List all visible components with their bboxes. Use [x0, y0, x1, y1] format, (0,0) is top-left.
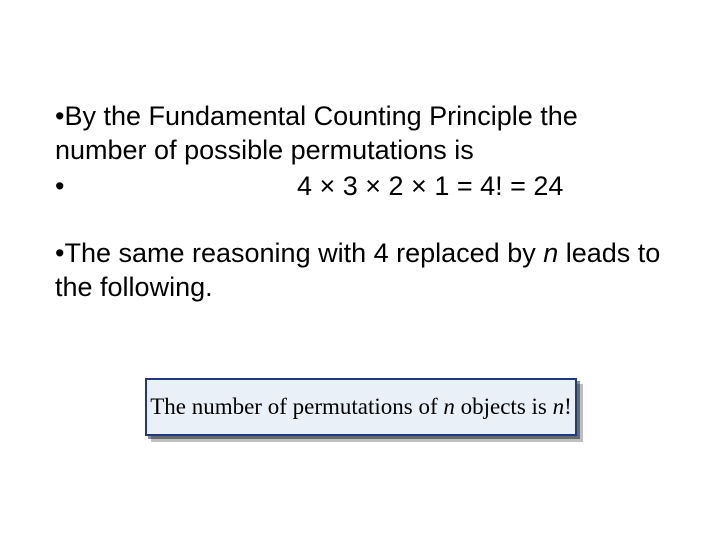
- bullet-text-3a: •The same reasoning with 4 replaced by: [55, 238, 543, 268]
- bullet-line-2: • 4 × 3 × 2 × 1 = 4! = 24: [55, 170, 665, 204]
- bullet-glyph-2: •: [55, 171, 64, 201]
- theorem-suffix: !: [564, 394, 572, 419]
- blank-spacer: [55, 205, 665, 237]
- bullet-line-3: •The same reasoning with 4 replaced by n…: [55, 237, 665, 305]
- theorem-prefix: The number of permutations of: [150, 394, 443, 419]
- theorem-mid: objects is: [455, 394, 553, 419]
- bullet-line-1: •By the Fundamental Counting Principle t…: [55, 100, 665, 168]
- theorem-n2: n: [553, 394, 565, 419]
- slide-body: •By the Fundamental Counting Principle t…: [55, 100, 665, 307]
- theorem-box: The number of permutations of n objects …: [145, 378, 577, 436]
- bullet-text-1: •By the Fundamental Counting Principle t…: [55, 101, 578, 165]
- slide: •By the Fundamental Counting Principle t…: [0, 0, 720, 540]
- formula-text: 4 × 3 × 2 × 1 = 4! = 24: [72, 170, 563, 204]
- italic-n: n: [543, 238, 558, 268]
- theorem-n1: n: [443, 394, 455, 419]
- theorem-text: The number of permutations of n objects …: [150, 394, 572, 420]
